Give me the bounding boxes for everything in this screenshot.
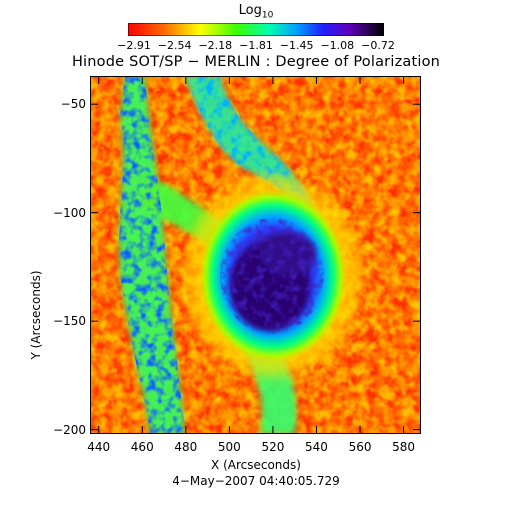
y-tick-label: −50 <box>60 97 86 112</box>
x-tick-label: 560 <box>348 440 372 454</box>
y-tick-label: −150 <box>53 314 86 329</box>
colorbar-tick-label: −0.72 <box>361 39 395 52</box>
observation-timestamp: 4−May−2007 04:40:05.729 <box>172 474 340 488</box>
colorbar-tick-label: −1.45 <box>279 39 314 52</box>
x-tick-label: 480 <box>174 440 198 454</box>
x-tick-label: 540 <box>305 440 328 454</box>
colorbar-tick-label: −2.18 <box>198 39 233 52</box>
x-tick-label: 580 <box>392 440 416 454</box>
colorbar <box>128 23 384 36</box>
colorbar-tick-label: −2.91 <box>117 39 151 52</box>
y-tick-label: −100 <box>53 205 86 220</box>
x-tick-label: 460 <box>130 440 154 454</box>
x-axis-label: X (Arcseconds) <box>211 458 301 472</box>
x-tick-label: 440 <box>87 440 111 454</box>
colorbar-title: Log10 <box>238 3 274 21</box>
y-tick-label: −200 <box>53 422 86 437</box>
polarization-map <box>90 76 421 434</box>
colorbar-tick-label: −2.54 <box>157 39 192 52</box>
x-tick-label: 500 <box>217 440 241 454</box>
y-axis-label: Y (Arcseconds) <box>29 270 43 360</box>
colorbar-tick-label: −1.81 <box>239 39 273 52</box>
plot-title: Hinode SOT/SP − MERLIN : Degree of Polar… <box>71 54 441 70</box>
x-tick-label: 520 <box>261 440 285 454</box>
colorbar-tick-label: −1.08 <box>320 39 355 52</box>
